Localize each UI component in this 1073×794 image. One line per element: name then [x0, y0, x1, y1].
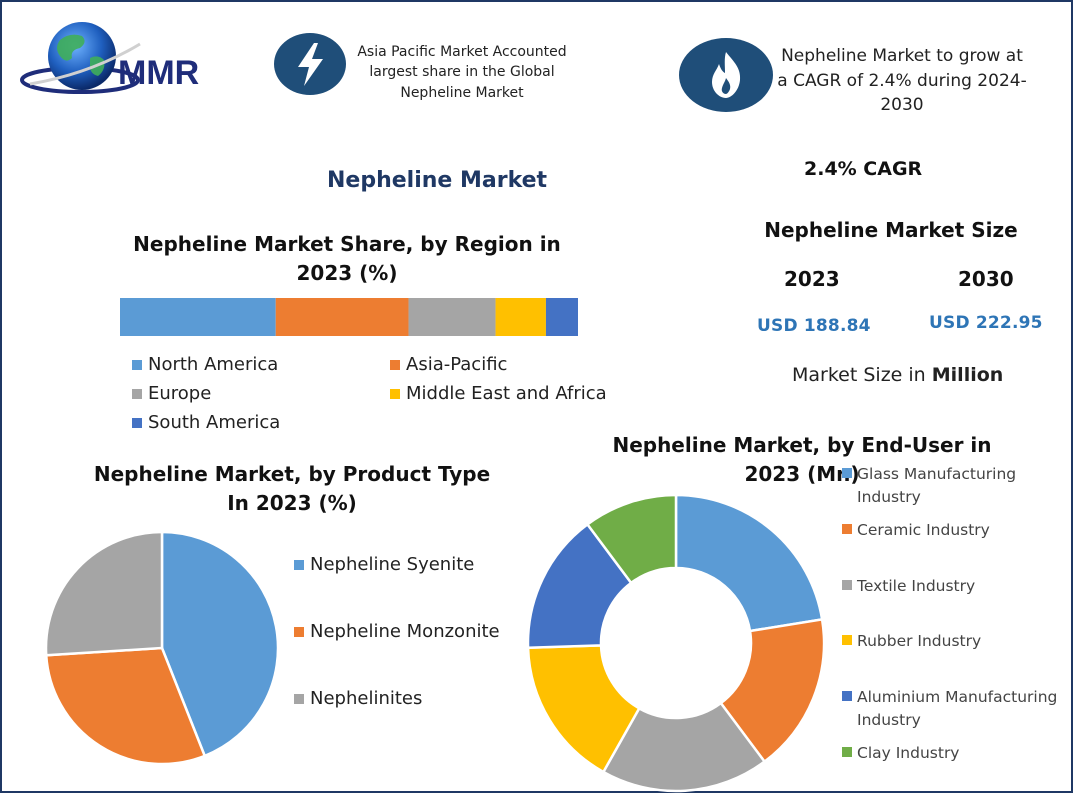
page-title: Nepheline Market: [327, 168, 548, 193]
legend-item-aluminium-manufacturing-industry: Aluminium Manufacturing Industry: [842, 686, 1066, 733]
enduser-chart-title: Nepheline Market, by End-User in 2023 (M…: [612, 433, 992, 486]
logo-text: MMR: [118, 54, 199, 92]
year-start: 2023: [784, 267, 840, 291]
legend-swatch: [294, 627, 304, 637]
product-chart-title: Nepheline Market, by Product Type In 202…: [93, 462, 491, 515]
unit-prefix: Market Size in: [792, 364, 932, 386]
region-chart-title: Nepheline Market Share, by Region in 202…: [133, 232, 561, 285]
header-note-right: Nepheline Market to grow at a CAGR of 2.…: [777, 46, 1027, 116]
bar-segment-south-america: [545, 298, 578, 336]
legend-item-nephelinites: Nephelinites: [294, 688, 422, 709]
slice-aluminium-manufacturing-industry: [526, 522, 633, 650]
bar-segment-middle-east-and-africa: [495, 298, 546, 336]
legend-item-europe: Europe: [132, 383, 211, 404]
legend-swatch: [842, 635, 852, 645]
legend-item-clay-industry: Clay Industry: [842, 742, 1066, 765]
flame-icon: [712, 52, 741, 98]
lightning-icon-badge: [274, 33, 346, 95]
legend-swatch: [294, 560, 304, 570]
legend-label: Textile Industry: [857, 577, 976, 595]
legend-swatch: [390, 389, 400, 399]
cagr-label: 2.4% CAGR: [804, 158, 923, 180]
lightning-bolt-icon: [298, 43, 323, 86]
flame-icon-badge: [679, 38, 773, 112]
legend-swatch: [132, 360, 142, 370]
unit-bold: Million: [931, 364, 1004, 386]
legend-swatch: [842, 580, 852, 590]
legend-item-textile-industry: Textile Industry: [842, 575, 1066, 598]
legend-item-nepheline-monzonite: Nepheline Monzonite: [294, 621, 500, 642]
year-end: 2030: [958, 267, 1014, 291]
bar-segment-north-america: [120, 298, 276, 336]
globe-icon: MMR: [20, 22, 199, 94]
slice-nepheline-monzonite: [44, 646, 207, 766]
slice-glass-manufacturing-industry: [674, 494, 824, 633]
legend-label: Asia-Pacific: [406, 354, 508, 375]
legend-swatch: [132, 389, 142, 399]
value-end: USD 222.95: [929, 313, 1043, 333]
slice-clay-industry: [585, 494, 678, 585]
legend-label: Nephelinites: [310, 688, 423, 709]
market-size-title: Nepheline Market Size: [764, 218, 1018, 242]
enduser-legend: Glass Manufacturing Industry Ceramic Indu…: [842, 463, 1068, 773]
product-pie-chart: [44, 530, 280, 766]
legend-swatch: [842, 691, 852, 701]
legend-label: Europe: [148, 383, 212, 404]
legend-item-nepheline-syenite: Nepheline Syenite: [294, 554, 474, 575]
region-legend: North America Asia-Pacific Europe Middle Ea…: [132, 354, 632, 438]
unit-note: Market Size in Million: [792, 364, 1003, 386]
region-stacked-bar: [120, 298, 578, 336]
mmr-logo: MMR: [20, 14, 220, 104]
slice-nepheline-syenite: [160, 530, 280, 758]
legend-label: Glass Manufacturing Industry: [857, 465, 1017, 507]
bar-segment-europe: [408, 298, 496, 336]
legend-label: Ceramic Industry: [857, 521, 990, 539]
legend-item-asia-pacific: Asia-Pacific: [390, 354, 507, 375]
legend-label: Clay Industry: [857, 744, 960, 762]
slice-textile-industry: [601, 701, 767, 793]
value-start: USD 188.84: [757, 316, 871, 336]
legend-item-ceramic-industry: Ceramic Industry: [842, 519, 1066, 542]
legend-label: Aluminium Manufacturing Industry: [857, 688, 1058, 730]
legend-swatch: [842, 747, 852, 757]
legend-swatch: [842, 468, 852, 478]
legend-label: Middle East and Africa: [406, 383, 607, 404]
legend-label: Nepheline Syenite: [310, 554, 475, 575]
legend-swatch: [842, 524, 852, 534]
legend-label: Rubber Industry: [857, 632, 982, 650]
legend-item-middle-east-and-africa: Middle East and Africa: [390, 383, 607, 404]
bar-segment-asia-pacific: [275, 298, 409, 336]
legend-item-rubber-industry: Rubber Industry: [842, 630, 1066, 653]
legend-swatch: [294, 694, 304, 704]
legend-swatch: [132, 418, 142, 428]
legend-item-glass-manufacturing-industry: Glass Manufacturing Industry: [842, 463, 1066, 510]
enduser-donut-chart: [526, 494, 826, 793]
product-legend: Nepheline Syenite Nepheline Monzonite Neph…: [294, 554, 524, 724]
legend-item-south-america: South America: [132, 412, 280, 433]
legend-label: North America: [148, 354, 279, 375]
legend-item-north-america: North America: [132, 354, 278, 375]
slice-nephelinites: [44, 530, 164, 657]
header-note-left: Asia Pacific Market Accounted largest sh…: [357, 44, 567, 101]
legend-label: Nepheline Monzonite: [310, 621, 500, 642]
legend-label: South America: [148, 412, 281, 433]
legend-swatch: [390, 360, 400, 370]
